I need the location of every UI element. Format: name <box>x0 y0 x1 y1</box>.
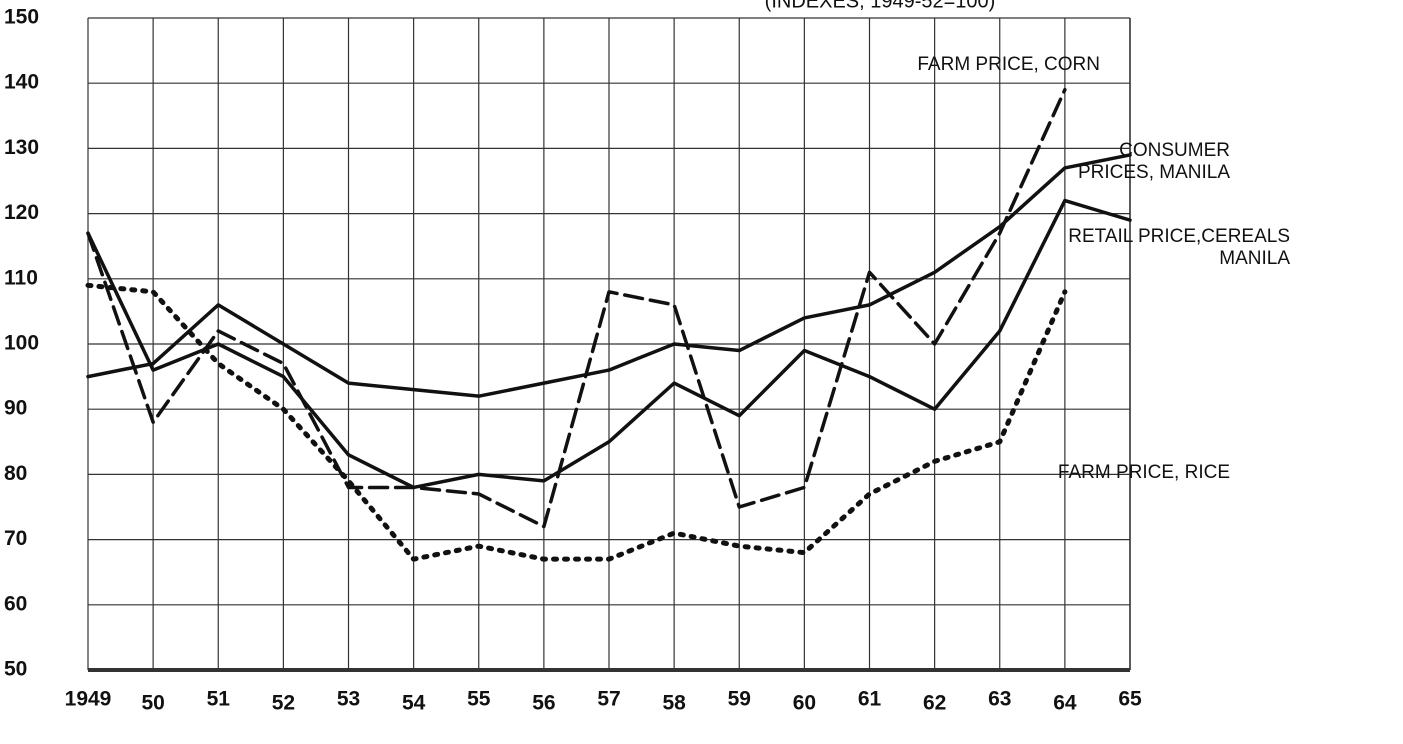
x-tick-label: 52 <box>272 692 295 715</box>
x-tick-label: 64 <box>1053 692 1077 715</box>
y-tick-label: 60 <box>4 592 27 615</box>
x-tick-label: 57 <box>597 688 620 711</box>
y-tick-label: 150 <box>4 6 39 29</box>
series-label: FARM PRICE, CORN <box>917 54 1100 75</box>
x-tick-label: 1949 <box>65 688 112 711</box>
y-tick-label: 70 <box>4 527 27 550</box>
y-tick-label: 120 <box>4 201 39 224</box>
series-line <box>85 282 1068 562</box>
x-tick-label: 54 <box>402 692 426 715</box>
x-tick-label: 56 <box>532 692 555 715</box>
y-tick-label: 80 <box>4 462 27 485</box>
series-label: RETAIL PRICE,CEREALS MANILA <box>1068 226 1290 269</box>
series-line <box>86 153 1132 398</box>
x-tick-label: 51 <box>207 688 231 711</box>
y-tick-label: 50 <box>4 658 27 681</box>
x-tick-label: 59 <box>728 688 751 711</box>
y-tick-label: 110 <box>4 266 38 289</box>
x-tick-label: 65 <box>1118 688 1142 711</box>
y-tick-label: 130 <box>4 136 39 159</box>
y-tick-label: 140 <box>4 71 39 94</box>
x-tick-label: 61 <box>858 688 882 711</box>
x-tick-label: 53 <box>337 688 360 711</box>
x-tick-label: 62 <box>923 692 946 715</box>
series-label: FARM PRICE, RICE <box>1057 462 1230 483</box>
chart-subtitle: (INDEXES, 1949-52=100) <box>765 0 996 12</box>
x-tick-label: 55 <box>467 688 491 711</box>
y-tick-label: 90 <box>4 397 27 420</box>
x-tick-label: 58 <box>662 692 686 715</box>
x-tick-label: 50 <box>141 692 164 715</box>
x-tick-label: 63 <box>988 688 1011 711</box>
series-line <box>86 87 1067 529</box>
x-tick-label: 60 <box>793 692 816 715</box>
series-line <box>86 198 1132 490</box>
y-tick-label: 100 <box>4 332 39 355</box>
series-label: CONSUMER PRICES, MANILA <box>1077 140 1230 183</box>
